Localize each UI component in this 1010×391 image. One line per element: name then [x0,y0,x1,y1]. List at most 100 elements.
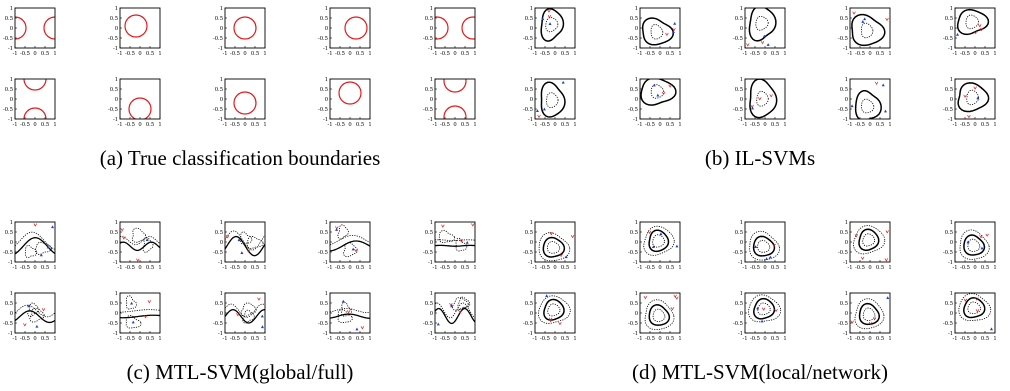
y-tick-label: 0 [325,97,328,103]
subplot-d-7: -1 -0.5 0 0.5 110.50-0.5-1 [628,291,682,342]
subplot-b-9: -1 -0.5 0 0.5 110.50-0.5-1 [838,77,892,128]
negative-sample [772,243,776,248]
plot-frame [119,78,161,120]
y-tick-label: 0.5 [215,16,223,22]
decision-boundary [858,302,881,326]
x-tick-label: -1 [222,51,227,57]
negative-sample [665,32,669,37]
subplot-d-3: -1 -0.5 0 0.5 110.50-0.5-1 [733,220,787,271]
y-tick-label: 0.5 [840,230,848,236]
margin-contour [861,98,875,114]
positive-sample [46,245,50,249]
plot-frame [224,221,266,263]
y-tick-label: 1 [950,220,953,226]
x-tick-label: -0.5 [230,336,240,342]
plot-frame [954,78,996,120]
x-tick-label: -0.5 [20,122,30,128]
x-tick-label: 1 [53,336,56,342]
x-tick-label: -1 [532,265,537,271]
x-tick-label: 0.5 [666,122,674,128]
x-tick-label: 0 [243,51,246,57]
negative-sample [750,104,754,109]
x-tick-label: 0 [868,336,871,342]
x-tick-label: 1 [573,336,576,342]
y-tick-label: -1 [218,331,223,337]
negative-sample [136,258,140,262]
x-tick-label: 1 [573,265,576,271]
true-boundary-circle [233,16,257,40]
x-tick-label: 1 [368,265,371,271]
x-tick-label: -1 [117,336,122,342]
y-tick-label: 1 [220,77,223,83]
y-tick-label: 0.5 [320,230,328,236]
negative-sample [33,223,37,227]
margin-contour [965,14,979,30]
x-tick-label: -1 [222,265,227,271]
positive-sample [35,324,39,328]
true-boundary-circle [338,81,362,105]
positive-sample [989,327,993,331]
x-tick-label: 1 [158,122,161,128]
positive-sample [240,251,244,254]
y-tick-label: -0.5 [733,107,743,113]
y-tick-label: 0.5 [735,301,743,307]
y-tick-label: 0.5 [5,301,13,307]
margin-contour [862,307,876,321]
x-tick-label: 1 [993,51,996,57]
y-tick-label: -0.5 [108,250,118,256]
y-tick-label: -0.5 [423,107,433,113]
y-tick-label: -1 [8,331,13,337]
x-tick-label: -1 [742,265,747,271]
negative-sample [548,317,553,321]
x-tick-label: 0 [138,336,141,342]
margin-contour [652,234,665,248]
positive-sample [760,319,764,323]
x-tick-label: 1 [263,336,266,342]
positive-sample [762,34,766,38]
x-tick-label: 0 [348,51,351,57]
true-boundary-circle [233,91,257,115]
x-tick-label: 0 [33,336,36,342]
decision-boundary [956,8,990,36]
subplot-b-3: -1 -0.5 0 0.5 110.50-0.5-1 [733,6,787,57]
positive-sample [237,238,241,242]
decision-boundary [640,79,677,106]
y-tick-label: 0 [530,240,533,246]
margin-contour [652,308,666,322]
margin-contour [749,230,781,261]
negative-sample [673,294,677,298]
plot-frame [849,292,891,334]
y-tick-label: -1 [113,260,118,266]
x-tick-label: 0 [973,265,976,271]
true-boundary-circle [443,79,467,93]
margin-contour [337,224,349,240]
margin-contour [457,296,471,310]
x-tick-label: 1 [368,336,371,342]
negative-sample [885,17,889,22]
negative-sample [761,307,766,311]
subplot-d-9: -1 -0.5 0 0.5 110.50-0.5-1 [838,291,892,342]
caption-d: (d) MTL-SVM(local/network) [631,360,889,384]
negative-sample [884,258,889,262]
subplot-a-4: -1 -0.5 0 0.5 110.50-0.5-1 [318,6,372,57]
margin-contour [643,225,675,256]
y-tick-label: 0 [845,240,848,246]
negative-sample [967,114,971,119]
subplot-a-3: -1 -0.5 0 0.5 110.50-0.5-1 [213,6,267,57]
subplot-c-9: -1 -0.5 0 0.5 110.50-0.5-1 [318,291,372,342]
plot-frame [14,7,56,49]
x-tick-label: 0.5 [561,122,569,128]
negative-sample [41,308,46,312]
x-tick-label: -0.5 [125,265,135,271]
margin-contour [435,302,475,319]
x-tick-label: 0 [348,122,351,128]
true-boundary-circle [461,16,475,40]
x-tick-label: -0.5 [645,265,655,271]
x-tick-label: -1 [117,265,122,271]
x-tick-label: 0.5 [666,336,674,342]
y-tick-label: -0.5 [523,36,533,42]
margin-contour [861,22,874,39]
positive-sample [260,325,264,329]
y-tick-label: 0.5 [320,301,328,307]
plot-frame [534,221,576,263]
